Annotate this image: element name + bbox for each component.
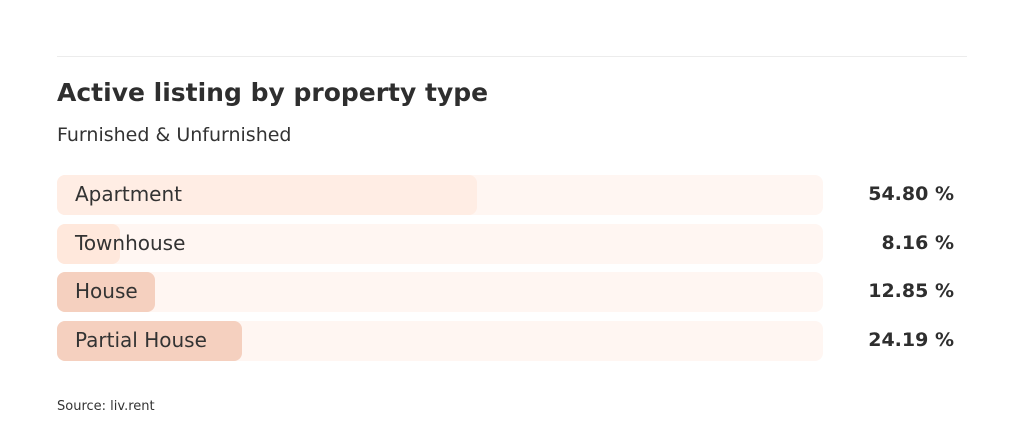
bar-track: House <box>57 272 823 312</box>
value-label: 8.16 % <box>881 232 954 254</box>
bar-track: Apartment <box>57 175 823 215</box>
bar-track: Townhouse <box>57 224 823 264</box>
category-label: Apartment <box>75 182 183 206</box>
category-label: Partial House <box>75 328 207 352</box>
source-note: Source: liv.rent <box>57 399 155 414</box>
value-label: 54.80 % <box>868 183 954 205</box>
bar <box>57 272 156 312</box>
bar <box>57 321 243 361</box>
value-label: 12.85 % <box>868 280 954 302</box>
category-label: Townhouse <box>75 231 186 255</box>
category-label: House <box>75 279 138 303</box>
value-label: 24.19 % <box>868 329 954 351</box>
chart-subtitle: Furnished & Unfurnished <box>57 124 292 146</box>
divider <box>57 56 967 57</box>
bar <box>57 175 477 215</box>
bar <box>57 224 120 264</box>
bar-track: Partial House <box>57 321 823 361</box>
chart-title: Active listing by property type <box>57 78 489 107</box>
